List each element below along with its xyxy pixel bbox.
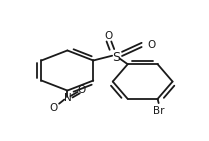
Text: O: O [50,103,58,113]
Text: O: O [148,40,156,50]
Text: N: N [64,93,71,103]
Text: Br: Br [153,106,164,116]
Text: S: S [112,51,120,64]
Text: O: O [104,31,113,41]
Text: O: O [78,85,86,95]
